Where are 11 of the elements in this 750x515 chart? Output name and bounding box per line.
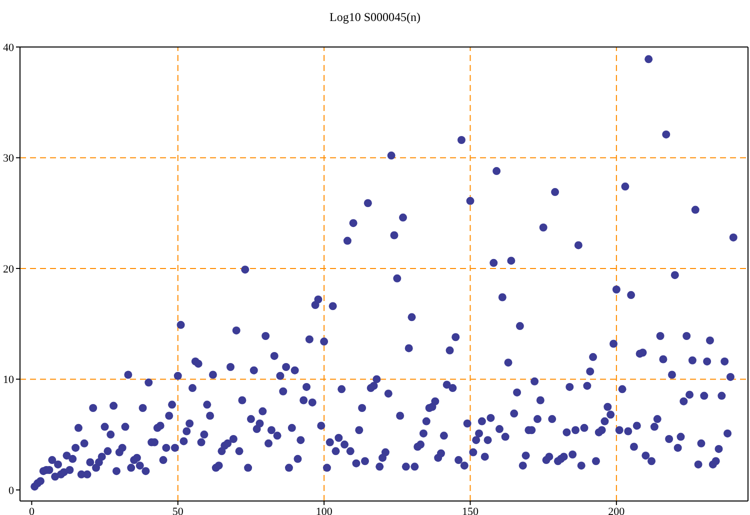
y-tick-label: 10 — [3, 374, 14, 386]
y-tick-label: 0 — [8, 484, 14, 497]
x-tick-label: 50 — [172, 506, 184, 515]
y-tick-label: 30 — [3, 152, 14, 165]
y-tick-label: 20 — [3, 263, 14, 276]
x-tick-label: 200 — [608, 506, 626, 515]
x-tick-label: 0 — [28, 506, 35, 515]
chart-title: Log10 S000045(n) — [328, 10, 422, 25]
x-tick-label: 100 — [316, 506, 333, 515]
x-tick-label: 150 — [462, 506, 479, 515]
y-tick-label: 40 — [3, 42, 14, 54]
